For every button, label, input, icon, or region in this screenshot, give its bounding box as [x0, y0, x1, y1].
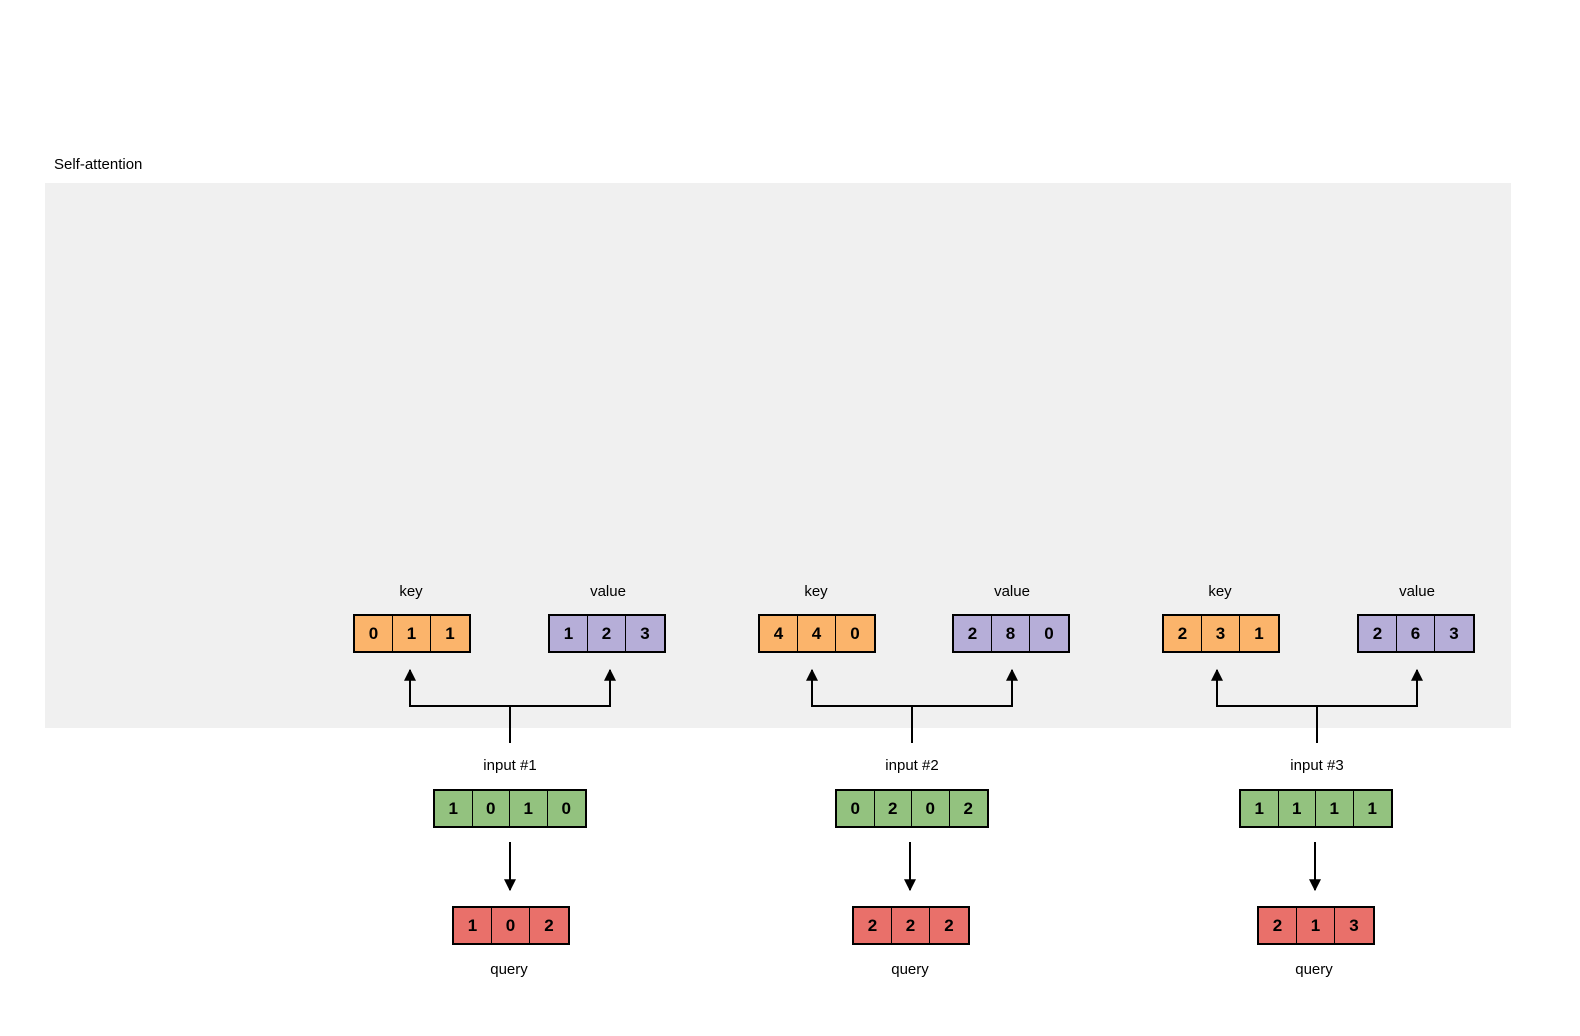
- value-cell: 2: [588, 616, 626, 651]
- input-cell: 1: [510, 791, 548, 826]
- key-vector-1: 0 1 1: [353, 614, 471, 653]
- key-cell: 0: [836, 616, 874, 651]
- query-cell: 2: [930, 908, 968, 943]
- value-cell: 8: [992, 616, 1030, 651]
- key-cell: 1: [1240, 616, 1278, 651]
- key-cell: 4: [760, 616, 798, 651]
- key-vector-3: 2 3 1: [1162, 614, 1280, 653]
- key-label-3: key: [1208, 583, 1232, 600]
- input-cell: 1: [435, 791, 473, 826]
- query-label-2: query: [891, 961, 929, 978]
- query-cell: 0: [492, 908, 530, 943]
- value-cell: 3: [626, 616, 664, 651]
- input-cell: 2: [949, 791, 987, 826]
- value-arrow-1: [510, 668, 616, 707]
- query-cell: 2: [530, 908, 568, 943]
- key-cell: 4: [798, 616, 836, 651]
- query-cell: 1: [454, 908, 492, 943]
- query-cell: 2: [892, 908, 930, 943]
- value-cell: 2: [954, 616, 992, 651]
- value-cell: 6: [1397, 616, 1435, 651]
- input-vector-1: 1 0 1 0: [433, 789, 587, 828]
- value-cell: 3: [1435, 616, 1473, 651]
- input-cell: 1: [1241, 791, 1279, 826]
- input-label-2: input #2: [885, 757, 939, 774]
- key-label-1: key: [399, 583, 423, 600]
- query-vector-1: 1 0 2: [452, 906, 570, 945]
- query-vector-2: 2 2 2: [852, 906, 970, 945]
- key-arrow-2: [806, 668, 912, 707]
- key-label-2: key: [804, 583, 828, 600]
- key-vector-2: 4 4 0: [758, 614, 876, 653]
- key-cell: 1: [431, 616, 469, 651]
- value-label-1: value: [590, 583, 626, 600]
- value-cell: 0: [1030, 616, 1068, 651]
- input-vector-2: 0 2 0 2: [835, 789, 989, 828]
- value-vector-1: 1 2 3: [548, 614, 666, 653]
- query-label-1: query: [490, 961, 528, 978]
- input-cell: 0: [472, 791, 510, 826]
- query-cell: 3: [1335, 908, 1373, 943]
- input-cell: 2: [874, 791, 912, 826]
- query-cell: 1: [1297, 908, 1335, 943]
- key-cell: 2: [1164, 616, 1202, 651]
- input-cell: 0: [837, 791, 875, 826]
- value-vector-3: 2 6 3: [1357, 614, 1475, 653]
- query-label-3: query: [1295, 961, 1333, 978]
- input-label-3: input #3: [1290, 757, 1344, 774]
- diagram-title: Self-attention: [54, 156, 143, 173]
- value-vector-2: 2 8 0: [952, 614, 1070, 653]
- value-cell: 2: [1359, 616, 1397, 651]
- value-cell: 1: [550, 616, 588, 651]
- key-cell: 1: [393, 616, 431, 651]
- input-vector-3: 1 1 1 1: [1239, 789, 1393, 828]
- value-arrow-2: [912, 668, 1018, 707]
- query-cell: 2: [1259, 908, 1297, 943]
- input-cell: 0: [547, 791, 585, 826]
- key-cell: 0: [355, 616, 393, 651]
- query-cell: 2: [854, 908, 892, 943]
- key-cell: 3: [1202, 616, 1240, 651]
- key-arrow-3: [1211, 668, 1317, 707]
- value-label-2: value: [994, 583, 1030, 600]
- input-cell: 1: [1278, 791, 1316, 826]
- key-arrow-1: [404, 668, 510, 707]
- input-cell: 1: [1353, 791, 1391, 826]
- input-label-1: input #1: [483, 757, 537, 774]
- input-cell: 1: [1316, 791, 1354, 826]
- query-vector-3: 2 1 3: [1257, 906, 1375, 945]
- value-label-3: value: [1399, 583, 1435, 600]
- value-arrow-3: [1317, 668, 1423, 707]
- input-cell: 0: [912, 791, 950, 826]
